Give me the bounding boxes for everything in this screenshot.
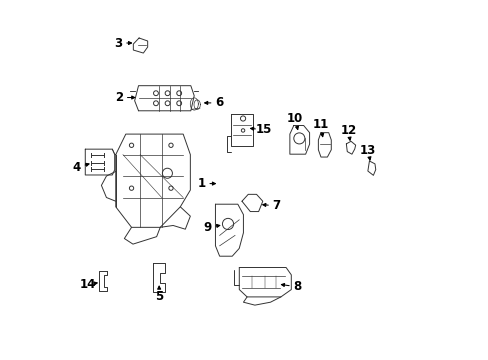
Text: 13: 13 bbox=[359, 144, 376, 157]
Text: 10: 10 bbox=[286, 112, 303, 125]
Text: 5: 5 bbox=[155, 290, 163, 303]
Text: 9: 9 bbox=[203, 221, 211, 234]
Text: 6: 6 bbox=[215, 96, 223, 109]
Text: 1: 1 bbox=[197, 177, 205, 190]
Text: 12: 12 bbox=[340, 124, 356, 137]
Text: 7: 7 bbox=[272, 199, 280, 212]
Text: 15: 15 bbox=[255, 123, 271, 136]
Text: 4: 4 bbox=[73, 161, 81, 174]
Text: 3: 3 bbox=[114, 36, 122, 50]
Text: 11: 11 bbox=[312, 118, 328, 131]
Text: 8: 8 bbox=[293, 280, 301, 293]
Text: 14: 14 bbox=[79, 278, 96, 291]
Text: 2: 2 bbox=[115, 91, 123, 104]
